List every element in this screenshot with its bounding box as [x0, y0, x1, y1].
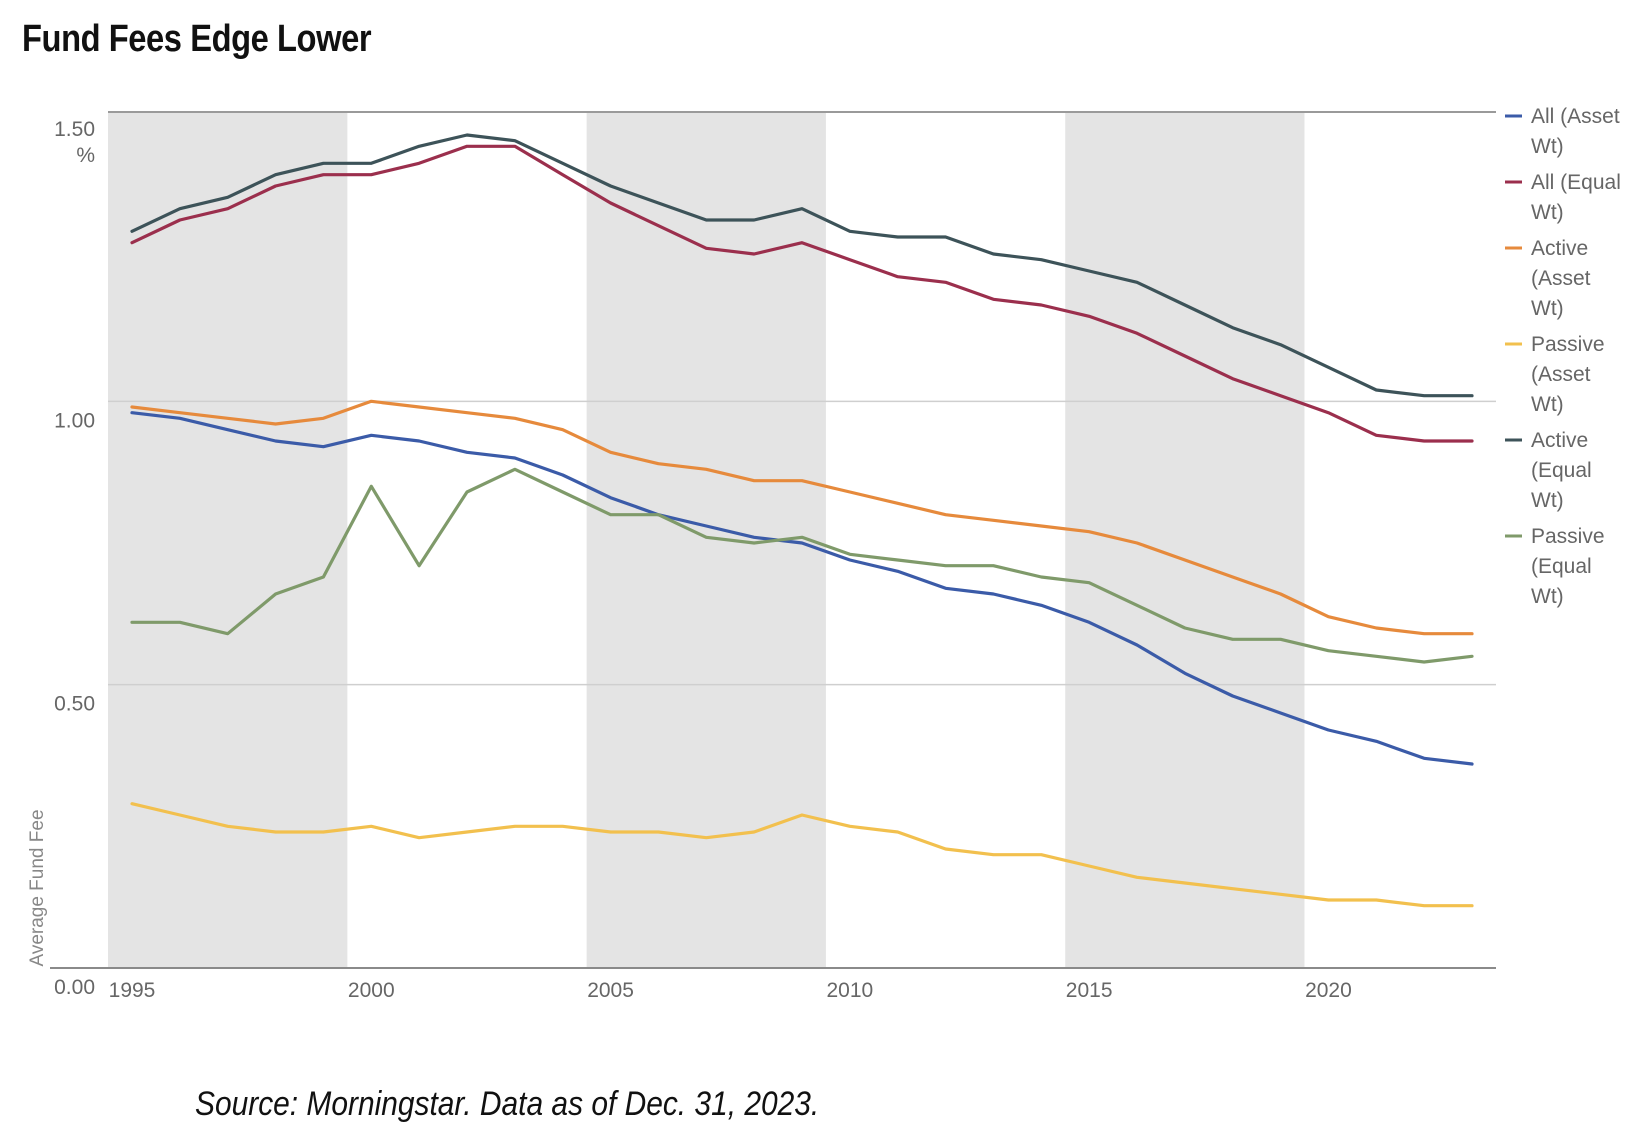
y-tick-2: 1.00 — [54, 409, 95, 432]
series-line-3 — [130, 802, 1474, 908]
legend-item-5: Passive (Equal Wt) — [1505, 525, 1605, 608]
y-axis-label: Average Fund Fee — [27, 809, 48, 966]
x-tick-5: 2020 — [1305, 979, 1352, 1002]
chart-title: Fund Fees Edge Lower — [22, 18, 372, 60]
legend-label-5: Passive (Equal Wt) — [1531, 525, 1605, 608]
legend-label-3: Passive (Asset Wt) — [1531, 333, 1605, 416]
legend-label-0: All (Asset Wt) — [1531, 105, 1620, 158]
x-tick-labels: 1995 2000 2005 2010 2015 2020 — [109, 979, 1352, 1002]
legend-item-1: All (Equal Wt) — [1505, 171, 1621, 224]
legend-item-3: Passive (Asset Wt) — [1505, 333, 1605, 416]
shaded-period-0 — [108, 112, 348, 968]
series-line-5 — [130, 467, 1474, 664]
legend-label-1: All (Equal Wt) — [1531, 171, 1621, 224]
legend-item-2: Active (Asset Wt) — [1505, 237, 1591, 320]
series-lines — [130, 133, 1474, 908]
x-tick-2: 2005 — [587, 979, 634, 1002]
series-line-1 — [130, 144, 1474, 443]
y-tick-3: 1.50 — [54, 118, 95, 141]
x-tick-1: 2000 — [348, 979, 395, 1002]
x-tick-0: 1995 — [109, 979, 156, 1002]
legend-item-4: Active (Equal Wt) — [1505, 429, 1592, 512]
series-line-0 — [130, 411, 1474, 766]
y-tick-labels: 0.00 0.50 1.00 1.50 — [54, 118, 95, 999]
gridlines — [50, 111, 1496, 969]
legend-label-2: Active (Asset Wt) — [1531, 237, 1591, 320]
y-tick-0: 0.00 — [54, 976, 95, 999]
series-line-4 — [130, 133, 1474, 398]
series-line-2 — [130, 399, 1474, 636]
source-note: Source: Morningstar. Data as of Dec. 31,… — [195, 1085, 820, 1123]
legend: All (Asset Wt) All (Equal Wt) Active (Asset Wt… — [1505, 105, 1621, 608]
x-tick-3: 2010 — [826, 979, 873, 1002]
y-tick-1: 0.50 — [54, 693, 95, 716]
shaded-period-2 — [1065, 112, 1305, 968]
y-unit-label: % — [76, 144, 95, 167]
x-tick-4: 2015 — [1066, 979, 1113, 1002]
legend-item-0: All (Asset Wt) — [1505, 105, 1620, 158]
legend-label-4: Active (Equal Wt) — [1531, 429, 1592, 512]
